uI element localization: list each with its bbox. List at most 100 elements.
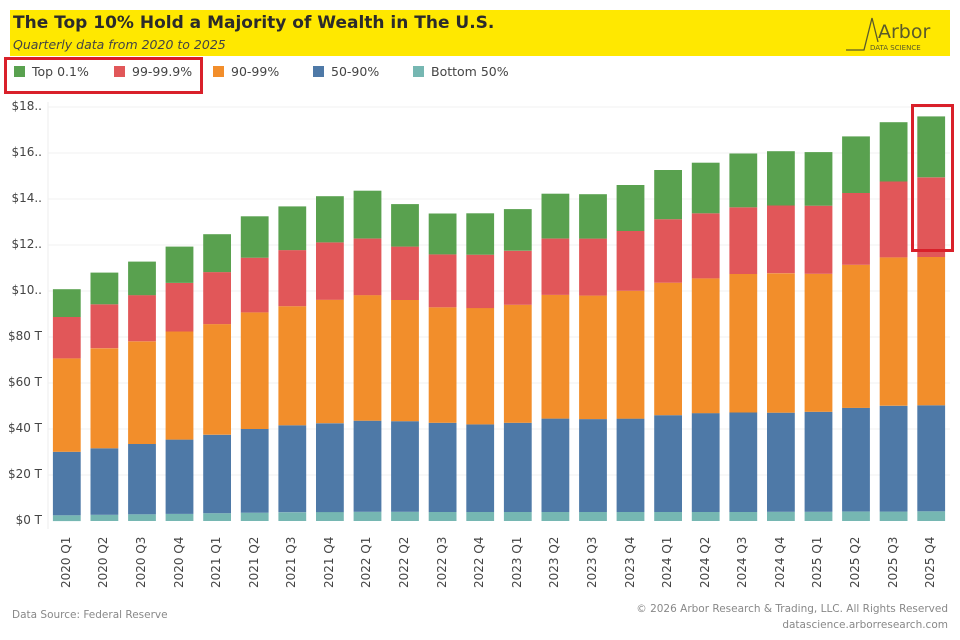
bar-segment-bottom-50-[interactable] — [729, 512, 758, 521]
bar-segment-90-99-[interactable] — [804, 273, 833, 412]
bar-segment-99-99-9-[interactable] — [879, 181, 908, 258]
legend-item-top-0-1[interactable]: Top 0.1% — [14, 64, 89, 79]
bar-segment-90-99-[interactable] — [353, 295, 382, 421]
bar-stack-2024-q3[interactable] — [729, 153, 758, 522]
bar-stack-2025-q4[interactable] — [917, 116, 946, 521]
bar-segment-bottom-50-[interactable] — [316, 512, 344, 521]
bar-segment-top-0-1-[interactable] — [128, 261, 156, 296]
bar-segment-bottom-50-[interactable] — [428, 512, 457, 521]
bar-segment-50-90-[interactable] — [353, 420, 382, 512]
bar-segment-99-99-9-[interactable] — [203, 272, 231, 325]
bar-segment-90-99-[interactable] — [691, 278, 720, 414]
bar-segment-bottom-50-[interactable] — [203, 513, 231, 521]
bar-segment-bottom-50-[interactable] — [879, 511, 908, 521]
bar-segment-top-0-1-[interactable] — [466, 213, 495, 255]
bar-segment-50-90-[interactable] — [691, 413, 720, 512]
bar-segment-top-0-1-[interactable] — [729, 153, 758, 208]
legend-item-bottom-50[interactable]: Bottom 50% — [413, 64, 509, 79]
bar-segment-top-0-1-[interactable] — [240, 216, 269, 258]
bar-segment-90-99-[interactable] — [503, 304, 532, 423]
bar-segment-99-99-9-[interactable] — [691, 213, 720, 279]
bar-segment-90-99-[interactable] — [428, 307, 457, 423]
bar-segment-90-99-[interactable] — [466, 308, 495, 425]
bar-segment-bottom-50-[interactable] — [391, 511, 419, 521]
bar-segment-99-99-9-[interactable] — [503, 250, 532, 305]
bar-stack-2021-q3[interactable] — [278, 206, 307, 521]
bar-segment-50-90-[interactable] — [240, 429, 269, 513]
bar-segment-top-0-1-[interactable] — [654, 170, 682, 220]
bar-segment-50-90-[interactable] — [90, 448, 119, 515]
bar-segment-bottom-50-[interactable] — [616, 512, 645, 521]
bar-segment-90-99-[interactable] — [616, 290, 645, 419]
bar-stack-2025-q3[interactable] — [879, 122, 908, 521]
bar-segment-99-99-9-[interactable] — [466, 254, 495, 309]
bar-segment-99-99-9-[interactable] — [428, 254, 457, 308]
bar-segment-99-99-9-[interactable] — [842, 193, 870, 265]
bar-segment-top-0-1-[interactable] — [767, 151, 795, 206]
bar-segment-99-99-9-[interactable] — [616, 231, 645, 291]
bar-segment-top-0-1-[interactable] — [691, 162, 720, 214]
bar-stack-2024-q4[interactable] — [767, 151, 795, 521]
bar-segment-90-99-[interactable] — [391, 300, 419, 422]
bar-segment-top-0-1-[interactable] — [428, 213, 457, 255]
bar-segment-50-90-[interactable] — [579, 419, 607, 512]
bar-segment-bottom-50-[interactable] — [804, 511, 833, 521]
bar-segment-99-99-9-[interactable] — [240, 257, 269, 313]
bar-segment-99-99-9-[interactable] — [278, 250, 307, 307]
bar-segment-90-99-[interactable] — [654, 282, 682, 416]
bar-stack-2022-q4[interactable] — [466, 213, 495, 521]
bar-segment-90-99-[interactable] — [767, 273, 795, 413]
bar-segment-top-0-1-[interactable] — [90, 272, 119, 305]
bar-segment-50-90-[interactable] — [503, 422, 532, 512]
bar-segment-90-99-[interactable] — [729, 274, 758, 413]
bar-segment-bottom-50-[interactable] — [165, 513, 194, 521]
bar-stack-2020-q1[interactable] — [52, 289, 81, 522]
bar-segment-99-99-9-[interactable] — [128, 295, 156, 342]
bar-segment-99-99-9-[interactable] — [729, 207, 758, 274]
bar-stack-2022-q2[interactable] — [391, 204, 419, 521]
bar-segment-99-99-9-[interactable] — [353, 238, 382, 296]
bar-segment-90-99-[interactable] — [203, 324, 231, 435]
bar-segment-99-99-9-[interactable] — [767, 205, 795, 274]
bar-segment-top-0-1-[interactable] — [353, 190, 382, 239]
bar-segment-bottom-50-[interactable] — [691, 512, 720, 521]
bar-segment-90-99-[interactable] — [240, 312, 269, 429]
bar-segment-50-90-[interactable] — [729, 412, 758, 512]
bar-segment-90-99-[interactable] — [52, 358, 81, 452]
bar-segment-50-90-[interactable] — [842, 407, 870, 512]
bar-segment-50-90-[interactable] — [52, 451, 81, 516]
bar-segment-50-90-[interactable] — [616, 418, 645, 512]
bar-segment-top-0-1-[interactable] — [541, 193, 570, 239]
bar-stack-2021-q1[interactable] — [203, 234, 231, 521]
bar-stack-2025-q1[interactable] — [804, 152, 833, 521]
bar-segment-top-0-1-[interactable] — [616, 185, 645, 231]
bar-stack-2023-q2[interactable] — [541, 193, 570, 521]
bar-segment-99-99-9-[interactable] — [90, 304, 119, 349]
bar-segment-90-99-[interactable] — [879, 257, 908, 406]
bar-segment-50-90-[interactable] — [466, 424, 495, 512]
bar-segment-50-90-[interactable] — [428, 422, 457, 512]
bar-segment-50-90-[interactable] — [391, 421, 419, 512]
bar-segment-bottom-50-[interactable] — [466, 512, 495, 521]
bar-segment-99-99-9-[interactable] — [654, 219, 682, 283]
bar-segment-top-0-1-[interactable] — [391, 204, 419, 247]
bar-segment-50-90-[interactable] — [203, 434, 231, 514]
bar-segment-top-0-1-[interactable] — [579, 194, 607, 239]
bar-stack-2022-q1[interactable] — [353, 190, 382, 521]
bar-segment-90-99-[interactable] — [541, 294, 570, 419]
bar-segment-50-90-[interactable] — [654, 415, 682, 512]
bar-segment-50-90-[interactable] — [879, 405, 908, 512]
bar-segment-top-0-1-[interactable] — [804, 152, 833, 206]
bar-segment-99-99-9-[interactable] — [165, 283, 194, 332]
bar-segment-top-0-1-[interactable] — [165, 246, 194, 283]
bar-stack-2023-q1[interactable] — [503, 209, 532, 521]
bar-stack-2024-q1[interactable] — [654, 170, 682, 521]
bar-segment-90-99-[interactable] — [278, 306, 307, 426]
bar-segment-50-90-[interactable] — [804, 411, 833, 512]
legend-item-90-99[interactable]: 90-99% — [213, 64, 279, 79]
bar-stack-2025-q2[interactable] — [842, 136, 870, 521]
bar-segment-bottom-50-[interactable] — [842, 511, 870, 521]
bar-segment-top-0-1-[interactable] — [52, 289, 81, 317]
bar-segment-90-99-[interactable] — [579, 295, 607, 420]
bar-segment-90-99-[interactable] — [165, 331, 194, 440]
